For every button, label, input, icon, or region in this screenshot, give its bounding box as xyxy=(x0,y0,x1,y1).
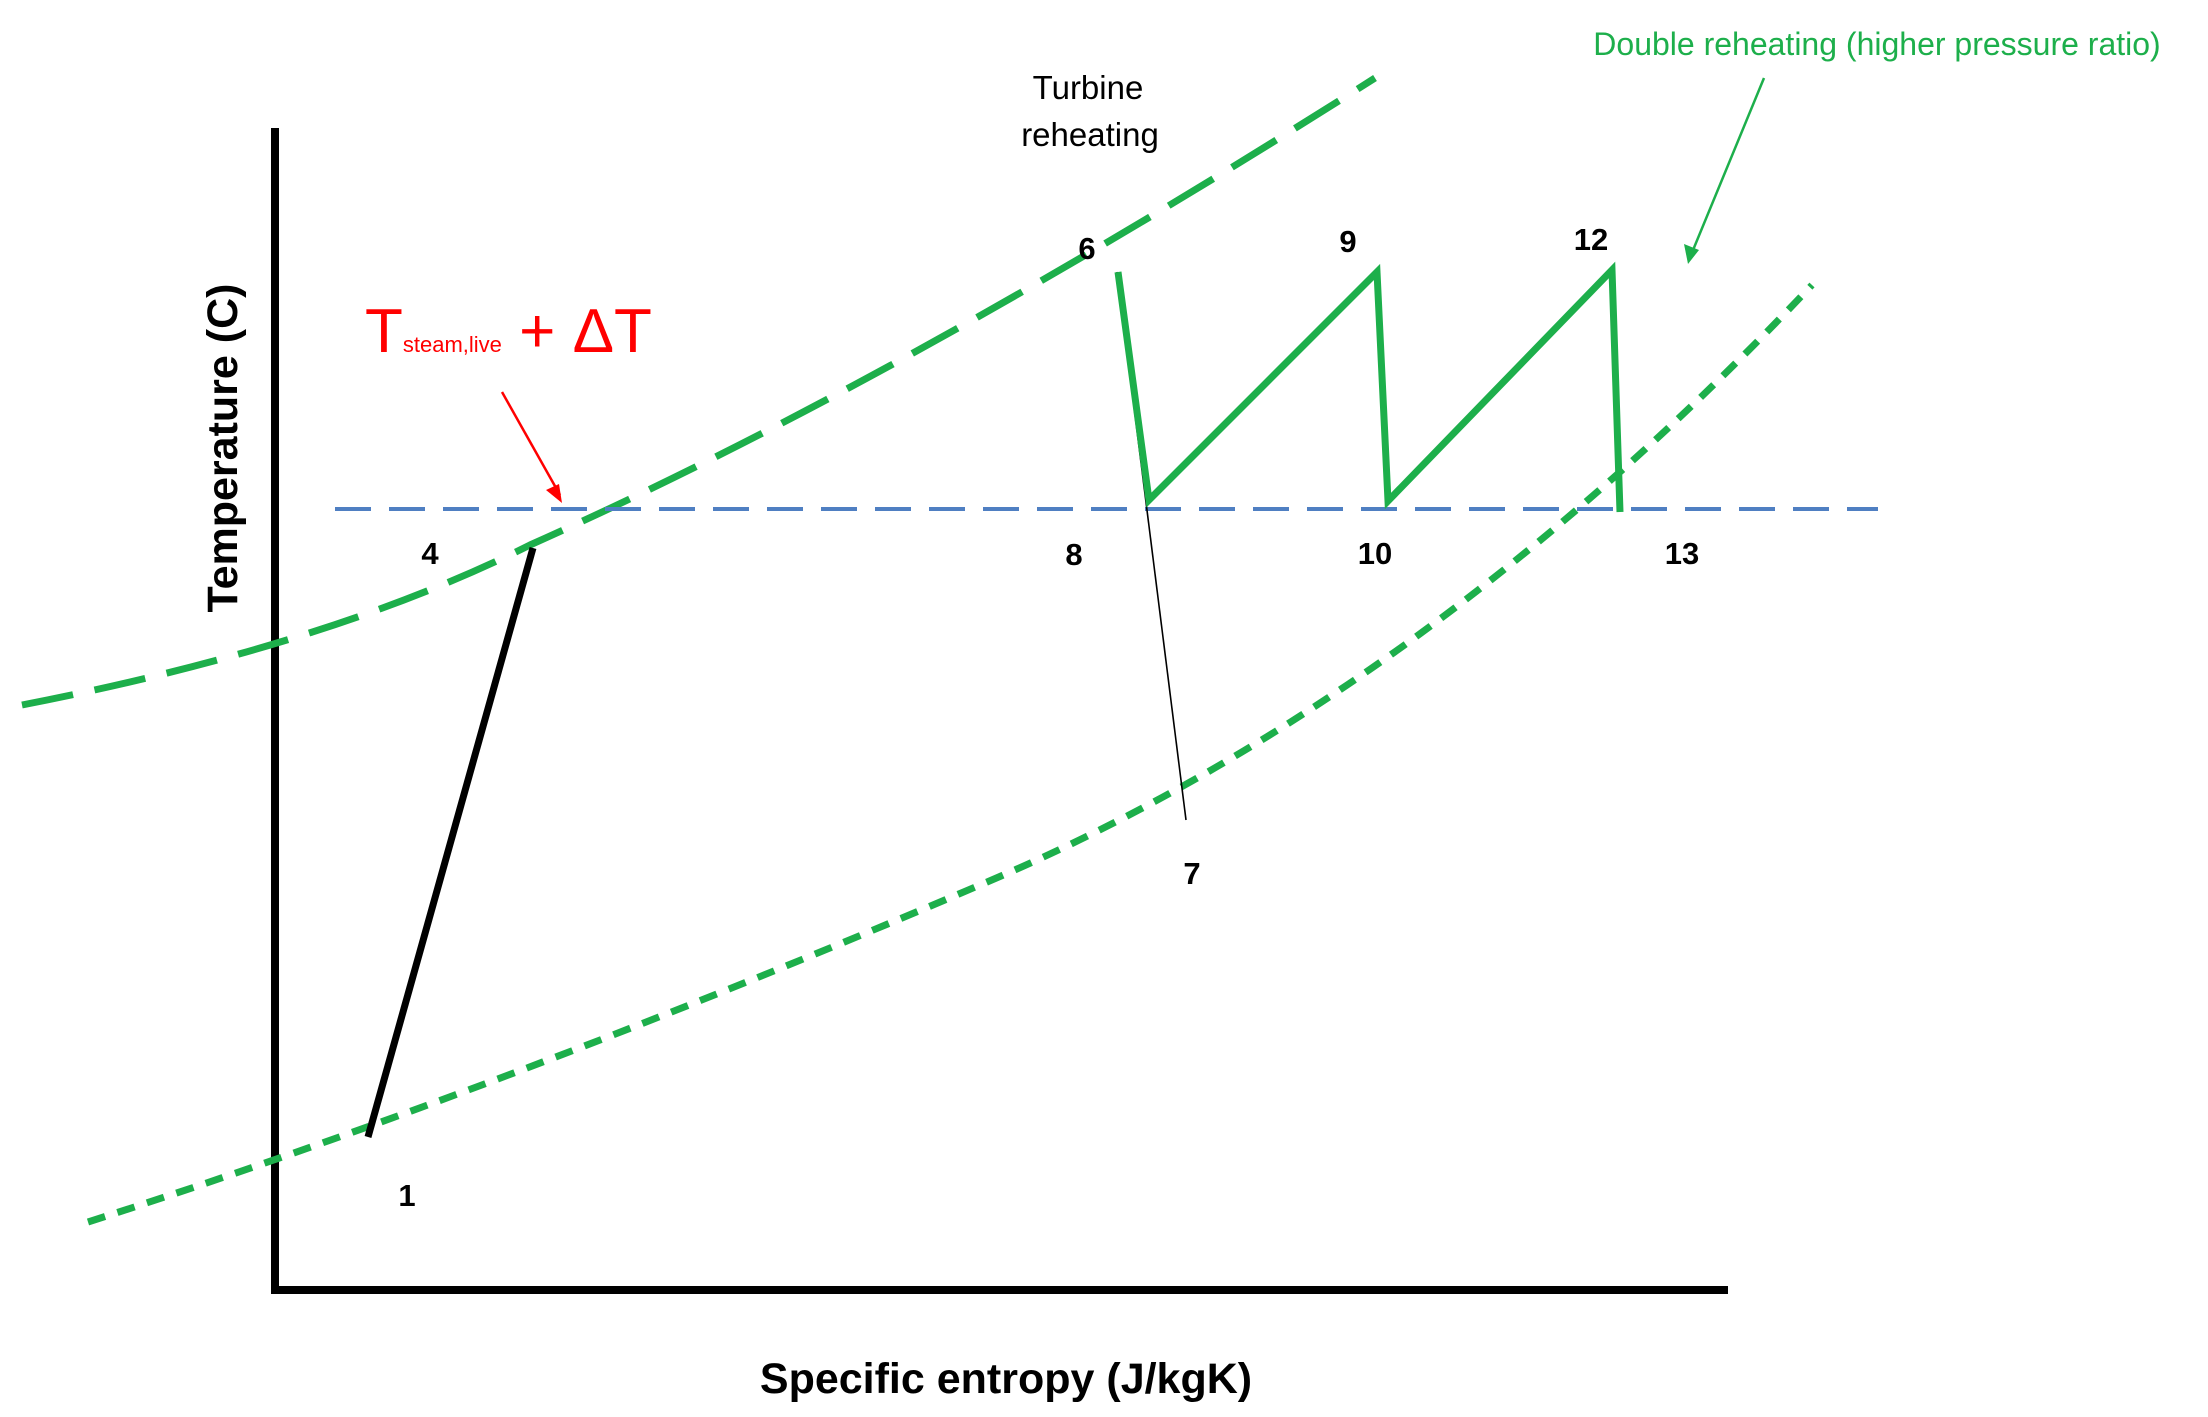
turbine-label-line1: Turbine xyxy=(1033,69,1144,106)
process-line-1-4 xyxy=(364,547,537,1138)
point-label-10: 10 xyxy=(1358,536,1392,571)
double-reheating-label: Double reheating (higher pressure ratio) xyxy=(1593,26,2160,62)
point-label-9: 9 xyxy=(1339,224,1356,259)
upper-green-dashed-curve xyxy=(21,75,1377,709)
x-axis-label: Specific entropy (J/kgK) xyxy=(760,1355,1252,1403)
turbine-label-line2: reheating xyxy=(1021,116,1159,153)
lower-green-dotted-curve xyxy=(86,282,1815,1226)
tsteam-live-label: Tsteam,live + ΔT xyxy=(365,297,652,366)
point-label-13: 13 xyxy=(1665,536,1699,571)
red-arrow-shaft xyxy=(500,391,562,496)
y-axis-label: Temperature (C) xyxy=(199,284,247,613)
tsteam-T: T xyxy=(365,297,403,366)
point-label-7: 7 xyxy=(1183,856,1200,891)
point-label-4: 4 xyxy=(421,536,439,571)
tsteam-plus-delta: + ΔT xyxy=(502,297,652,366)
green-arrow-shaft xyxy=(1689,77,1766,256)
point-label-8: 8 xyxy=(1065,537,1082,572)
tsteam-subscript: steam,live xyxy=(403,332,502,357)
red-arrow-head xyxy=(546,484,562,503)
point-label-6: 6 xyxy=(1078,231,1095,266)
point-label-12: 12 xyxy=(1574,222,1608,257)
green-arrow-head xyxy=(1684,244,1699,264)
point-label-1: 1 xyxy=(398,1178,415,1213)
reheating-sawtooth-path xyxy=(1114,261,1624,513)
